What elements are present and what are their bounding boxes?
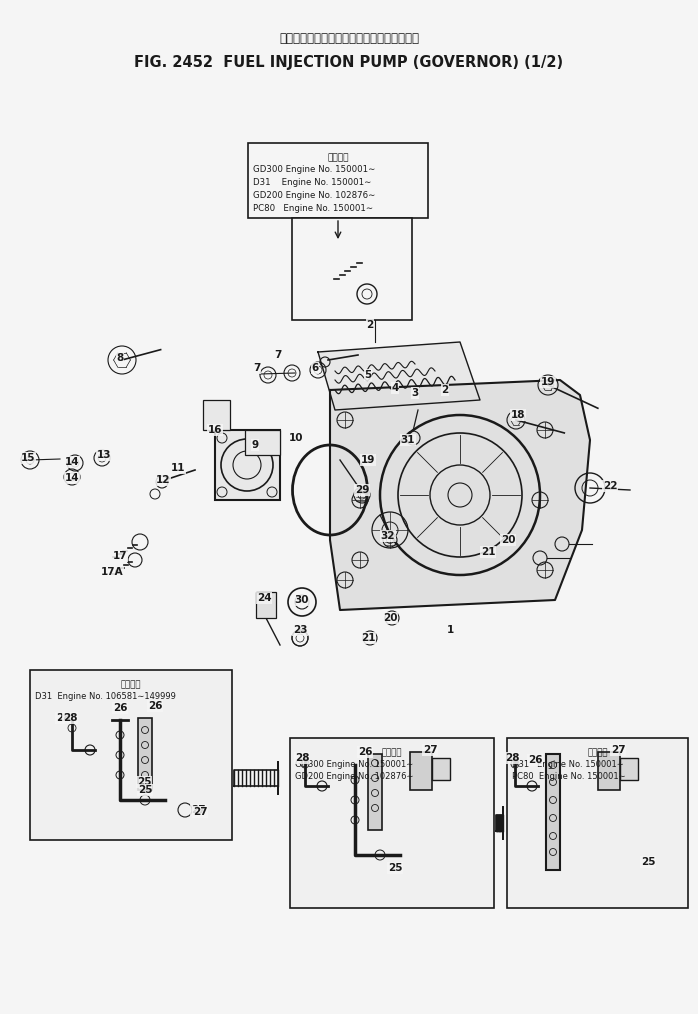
Text: 24: 24 [257, 593, 272, 603]
Text: 28: 28 [63, 713, 77, 723]
Text: GD300 Engine No. 150001∼: GD300 Engine No. 150001∼ [295, 760, 413, 769]
Text: 適用号機: 適用号機 [121, 680, 141, 689]
Text: 適用号機: 適用号機 [382, 748, 402, 757]
Text: D31    Engine No. 150001∼: D31 Engine No. 150001∼ [253, 178, 371, 187]
Bar [30, 670, 232, 840]
Text: 19: 19 [541, 377, 555, 387]
Text: 28: 28 [56, 713, 70, 723]
Text: 10: 10 [289, 433, 303, 443]
Text: 19: 19 [361, 455, 376, 465]
Bar [215, 430, 280, 500]
Bar [620, 758, 638, 780]
Text: FIG. 2452  FUEL INJECTION PUMP (GOVERNOR) (1/2): FIG. 2452 FUEL INJECTION PUMP (GOVERNOR)… [135, 55, 563, 70]
Bar [292, 218, 412, 320]
Text: 7: 7 [274, 350, 282, 360]
Text: GD200 Engine No. 102876∼: GD200 Engine No. 102876∼ [295, 772, 413, 781]
Text: 30: 30 [295, 595, 309, 605]
Bar [290, 738, 494, 908]
Bar [432, 758, 450, 780]
Text: 2: 2 [366, 320, 373, 330]
Text: 5: 5 [364, 370, 371, 380]
Text: 4: 4 [392, 383, 399, 393]
Text: 適用号機: 適用号機 [587, 748, 608, 757]
Text: 1: 1 [447, 625, 454, 635]
Text: 27: 27 [611, 745, 625, 755]
Text: 18: 18 [511, 410, 526, 420]
Text: 11: 11 [171, 463, 185, 473]
Text: 25: 25 [641, 857, 655, 867]
Text: GD300 Engine No. 150001∼: GD300 Engine No. 150001∼ [253, 165, 376, 174]
Text: PC80  Engine No. 150001∼: PC80 Engine No. 150001∼ [512, 772, 625, 781]
Text: 16: 16 [208, 425, 222, 435]
Text: 26: 26 [358, 747, 372, 757]
Text: D31  Engine No. 106581∼149999: D31 Engine No. 106581∼149999 [35, 692, 176, 701]
Text: 14: 14 [65, 473, 80, 483]
Bar [203, 400, 230, 430]
Bar [138, 718, 152, 790]
Text: 20: 20 [500, 535, 515, 545]
Text: 27: 27 [191, 805, 205, 815]
Text: 14: 14 [65, 457, 80, 467]
Text: 26: 26 [148, 701, 162, 711]
Text: 13: 13 [97, 450, 111, 460]
Text: 12: 12 [156, 475, 170, 485]
Text: PC80   Engine No. 150001∼: PC80 Engine No. 150001∼ [253, 204, 373, 213]
Text: GD200 Engine No. 102876∼: GD200 Engine No. 102876∼ [253, 191, 376, 200]
Text: 20: 20 [383, 613, 397, 623]
Text: 25: 25 [388, 863, 402, 873]
Text: 9: 9 [251, 440, 258, 450]
Bar [256, 592, 276, 618]
Text: 2: 2 [441, 385, 449, 395]
Text: 26: 26 [528, 755, 542, 765]
Text: 31: 31 [401, 435, 415, 445]
Bar [245, 430, 280, 455]
Bar [248, 143, 428, 218]
Bar [507, 738, 688, 908]
Text: 26: 26 [113, 703, 127, 713]
Text: 23: 23 [292, 625, 307, 635]
Text: 17A: 17A [101, 567, 124, 577]
Text: 25: 25 [137, 777, 151, 787]
Text: フェルインジェクションポンプ　ガ　バ　ナ: フェルインジェクションポンプ ガ バ ナ [279, 31, 419, 45]
Bar [546, 754, 560, 870]
Polygon shape [330, 380, 590, 610]
Text: 27: 27 [423, 745, 438, 755]
Polygon shape [318, 342, 480, 410]
Bar [368, 754, 382, 830]
Text: 7: 7 [253, 363, 260, 373]
Text: 22: 22 [603, 481, 617, 491]
Text: D31   Engine No. 150001∼: D31 Engine No. 150001∼ [512, 760, 624, 769]
Text: 29: 29 [355, 485, 369, 495]
Text: 3: 3 [411, 388, 419, 399]
Text: 適用号機: 適用号機 [327, 153, 349, 162]
Text: 27: 27 [193, 807, 207, 817]
Bar [410, 752, 432, 790]
Text: 15: 15 [21, 453, 36, 463]
Text: 32: 32 [380, 531, 395, 541]
Text: 21: 21 [481, 547, 496, 557]
Text: 6: 6 [311, 363, 318, 373]
Text: 17: 17 [112, 551, 127, 561]
Bar [598, 752, 620, 790]
Text: 28: 28 [295, 753, 309, 763]
Text: 28: 28 [505, 753, 519, 763]
Text: 21: 21 [361, 633, 376, 643]
Text: 8: 8 [117, 353, 124, 363]
Text: 25: 25 [138, 785, 152, 795]
